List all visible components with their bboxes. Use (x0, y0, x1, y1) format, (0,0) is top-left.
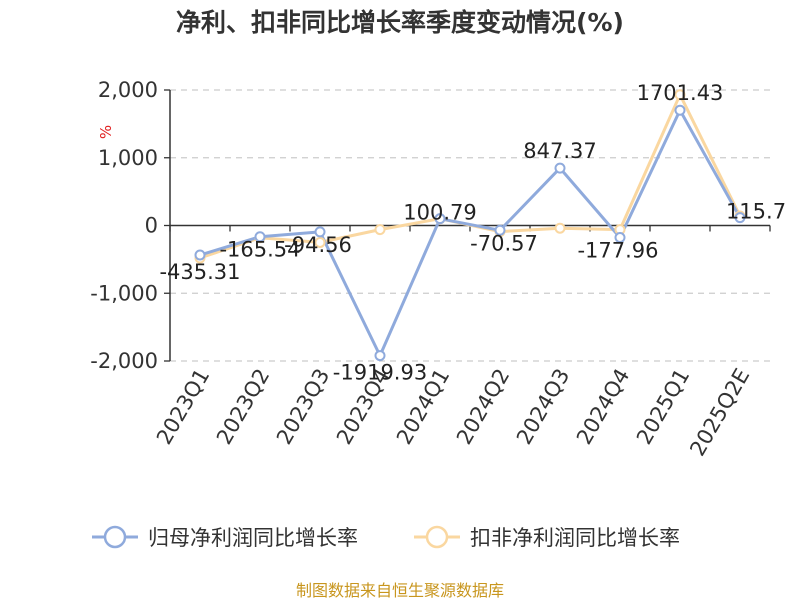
data-label: -1919.93 (333, 361, 427, 385)
x-tick-label: 2023Q3 (272, 365, 334, 449)
legend: 归母净利润同比增长率 扣非净利润同比增长率 (92, 525, 680, 550)
source-note: 制图数据来自恒生聚源数据库 (296, 581, 504, 600)
y-tick-labels: 2,000 1,000 0 -1,000 -2,000 (90, 78, 158, 373)
data-point (554, 222, 566, 234)
data-label: 847.37 (523, 139, 596, 163)
data-point (614, 232, 626, 244)
x-tick-labels: 2023Q12023Q22023Q32023Q42024Q12024Q22024… (152, 365, 754, 461)
data-label: -165.54 (219, 238, 300, 262)
series-points (194, 89, 746, 362)
data-point (674, 104, 686, 116)
legend-label: 归母净利润同比增长率 (148, 526, 358, 550)
y-tick-label: 0 (145, 214, 158, 238)
y-tick-label: 2,000 (98, 78, 158, 102)
data-point (674, 89, 686, 101)
x-tick-label: 2025Q2E (685, 365, 754, 461)
x-tick-label: 2024Q3 (512, 365, 574, 449)
x-tick-label: 2023Q2 (212, 365, 274, 449)
data-label: -94.56 (284, 233, 352, 257)
x-tick-label: 2025Q1 (632, 365, 694, 449)
data-point (254, 231, 266, 243)
y-tick-label: -2,000 (90, 349, 158, 373)
x-tick-label: 2024Q4 (572, 365, 634, 449)
data-label: 115.7 (726, 200, 786, 224)
data-point (314, 226, 326, 238)
x-tick-label: 2024Q2 (452, 365, 514, 449)
data-labels: -435.31-165.54-94.56 -1919.93 100.79 -70.57… (159, 81, 786, 384)
data-point (374, 224, 386, 236)
y-tick-label: -1,000 (90, 281, 158, 305)
legend-swatch-marker (425, 525, 449, 549)
y-tick-label: 1,000 (98, 146, 158, 170)
data-point (374, 350, 386, 362)
chart-title: 净利、扣非同比增长率季度变动情况(%) (176, 8, 624, 37)
legend-swatch-marker (103, 525, 127, 549)
x-tick-label: 2023Q1 (152, 365, 214, 449)
data-label: -435.31 (159, 260, 240, 284)
data-label: -70.57 (470, 231, 538, 255)
data-point (734, 212, 746, 224)
data-label: -177.96 (577, 239, 658, 263)
data-point (494, 224, 506, 236)
data-point (194, 249, 206, 261)
data-label: 100.79 (403, 201, 476, 225)
data-label: 1701.43 (637, 81, 724, 105)
series-line-0 (199, 108, 742, 358)
data-point (434, 213, 446, 225)
grid-lines (170, 89, 770, 362)
series-lines (199, 93, 742, 358)
y-axis-unit: % (97, 125, 115, 139)
data-point (314, 236, 326, 248)
data-point (554, 162, 566, 174)
legend-label: 扣非净利润同比增长率 (470, 526, 680, 550)
